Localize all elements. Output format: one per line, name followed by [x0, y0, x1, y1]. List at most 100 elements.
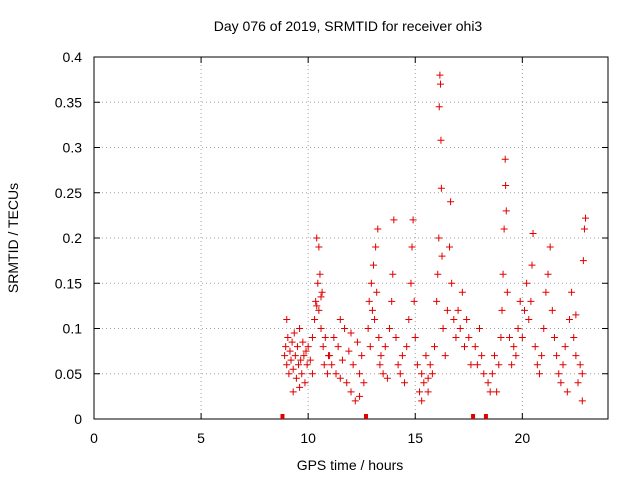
data-point — [372, 243, 380, 251]
data-point — [450, 315, 458, 323]
data-point — [441, 352, 449, 360]
data-point — [336, 374, 344, 382]
data-point — [349, 361, 357, 369]
data-point — [473, 361, 481, 369]
data-point — [516, 297, 524, 305]
data-point — [579, 257, 587, 265]
data-point — [434, 270, 442, 278]
data-point — [463, 315, 471, 323]
data-point — [533, 361, 541, 369]
data-point — [561, 343, 569, 351]
data-point — [431, 343, 439, 351]
y-axis-label: SRMTID / TECUs — [5, 183, 21, 293]
data-point — [394, 361, 402, 369]
data-point — [437, 136, 445, 144]
data-point — [285, 370, 293, 378]
data-point — [428, 370, 436, 378]
data-point — [376, 361, 384, 369]
data-point — [334, 343, 342, 351]
data-point — [341, 325, 349, 332]
data-point — [471, 343, 479, 351]
data-point — [281, 352, 289, 360]
y-tick-label: 0.3 — [63, 140, 83, 156]
y-tick-label: 0.4 — [63, 49, 83, 65]
data-point — [568, 288, 576, 296]
gap-marker — [280, 414, 285, 419]
data-point — [548, 306, 556, 314]
y-tick-label: 0.25 — [55, 185, 82, 201]
data-point — [550, 334, 558, 342]
data-point — [299, 338, 307, 346]
data-point — [369, 261, 377, 269]
data-point — [486, 388, 494, 396]
data-point — [512, 352, 520, 360]
data-point — [467, 361, 475, 369]
data-point — [480, 370, 488, 378]
data-point — [358, 352, 366, 360]
data-point — [559, 361, 567, 369]
data-point — [580, 225, 588, 233]
data-point — [338, 356, 346, 364]
x-axis-label: GPS time / hours — [297, 457, 404, 473]
data-point — [563, 388, 571, 396]
data-point — [503, 288, 511, 296]
gap-marker — [471, 414, 476, 419]
y-tick-label: 0 — [74, 411, 82, 427]
y-tick-label: 0.05 — [55, 366, 82, 382]
chart-title: Day 076 of 2019, SRMTID for receiver ohi… — [214, 18, 483, 34]
data-point — [557, 379, 565, 387]
data-point — [403, 343, 411, 351]
gap-marker — [483, 414, 488, 419]
data-point — [407, 279, 415, 287]
data-point — [290, 329, 298, 337]
data-point — [282, 343, 290, 351]
data-point — [300, 352, 308, 360]
data-point — [388, 297, 396, 305]
data-point — [283, 315, 291, 323]
data-point — [493, 388, 501, 396]
data-point — [523, 279, 531, 287]
data-point — [296, 325, 304, 332]
data-point — [436, 71, 444, 79]
data-point — [353, 338, 361, 346]
data-point — [572, 311, 580, 319]
data-point — [298, 370, 306, 378]
data-point — [437, 80, 445, 88]
data-point — [500, 225, 508, 233]
data-point — [528, 261, 536, 269]
data-point — [389, 270, 397, 278]
x-tick-label: 10 — [300, 430, 316, 446]
data-point — [570, 334, 578, 342]
data-point — [383, 374, 391, 382]
data-point — [458, 288, 466, 296]
data-point — [435, 103, 443, 111]
data-point — [304, 343, 312, 351]
data-point — [292, 374, 300, 382]
data-point — [409, 216, 417, 224]
data-point — [499, 270, 507, 278]
data-point — [317, 293, 325, 301]
data-point — [514, 325, 522, 332]
data-point — [321, 334, 329, 342]
data-point — [439, 325, 447, 332]
data-point — [318, 288, 326, 296]
data-point — [447, 198, 455, 206]
data-point — [555, 370, 563, 378]
data-point — [379, 370, 387, 378]
data-point — [531, 343, 539, 351]
x-tick-label: 15 — [407, 430, 423, 446]
data-point — [420, 379, 428, 387]
data-point — [319, 343, 327, 351]
data-point — [323, 370, 331, 378]
data-points — [281, 71, 590, 405]
data-point — [315, 306, 323, 314]
data-point — [289, 388, 297, 396]
data-point — [293, 343, 301, 351]
data-point — [401, 379, 409, 387]
data-point — [396, 370, 404, 378]
data-point — [368, 306, 376, 314]
data-point — [405, 315, 413, 323]
data-point — [313, 234, 321, 242]
data-point — [465, 334, 473, 342]
data-point — [418, 397, 426, 405]
